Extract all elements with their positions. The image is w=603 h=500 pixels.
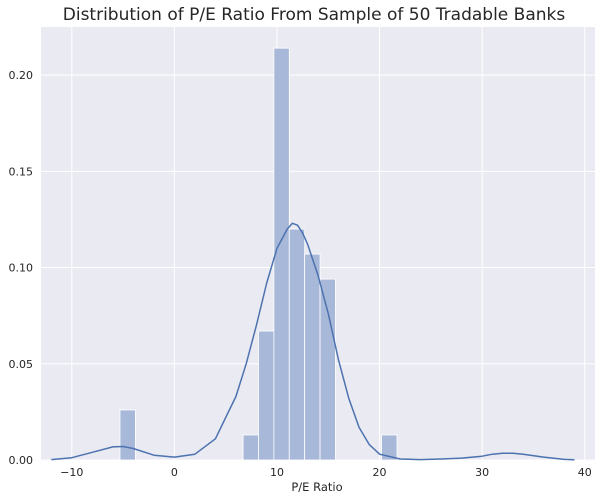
y-tick-label: 0.00: [9, 454, 34, 467]
histogram-bar: [242, 434, 259, 461]
histogram-bar: [258, 330, 275, 461]
y-axis-ticks: 0.00 0.05 0.10 0.15 0.20: [9, 69, 34, 467]
histogram-bar: [304, 253, 321, 461]
y-tick-label: 0.05: [9, 358, 34, 371]
x-tick-label: 0: [171, 466, 178, 479]
histogram-bar: [119, 409, 136, 461]
y-tick-label: 0.10: [9, 262, 34, 275]
kde-curve: [51, 222, 575, 461]
histogram-bar: [381, 434, 398, 461]
kde-line: [51, 222, 575, 461]
x-tick-label: 30: [475, 466, 489, 479]
histogram-bar: [273, 47, 290, 461]
histogram-bar: [288, 228, 306, 461]
y-tick-label: 0.15: [9, 165, 34, 178]
x-axis-ticks: −10 0 10 20 30 40: [60, 466, 592, 479]
x-tick-label: 40: [578, 466, 592, 479]
x-axis-label: P/E Ratio: [291, 480, 342, 494]
x-tick-label: 20: [373, 466, 387, 479]
y-tick-label: 0.20: [9, 69, 34, 82]
histogram-bars: [119, 47, 398, 461]
chart-title: Distribution of P/E Ratio From Sample of…: [63, 5, 566, 25]
x-tick-label: 10: [270, 466, 284, 479]
histogram-bar: [319, 278, 336, 461]
x-tick-label: −10: [60, 466, 83, 479]
